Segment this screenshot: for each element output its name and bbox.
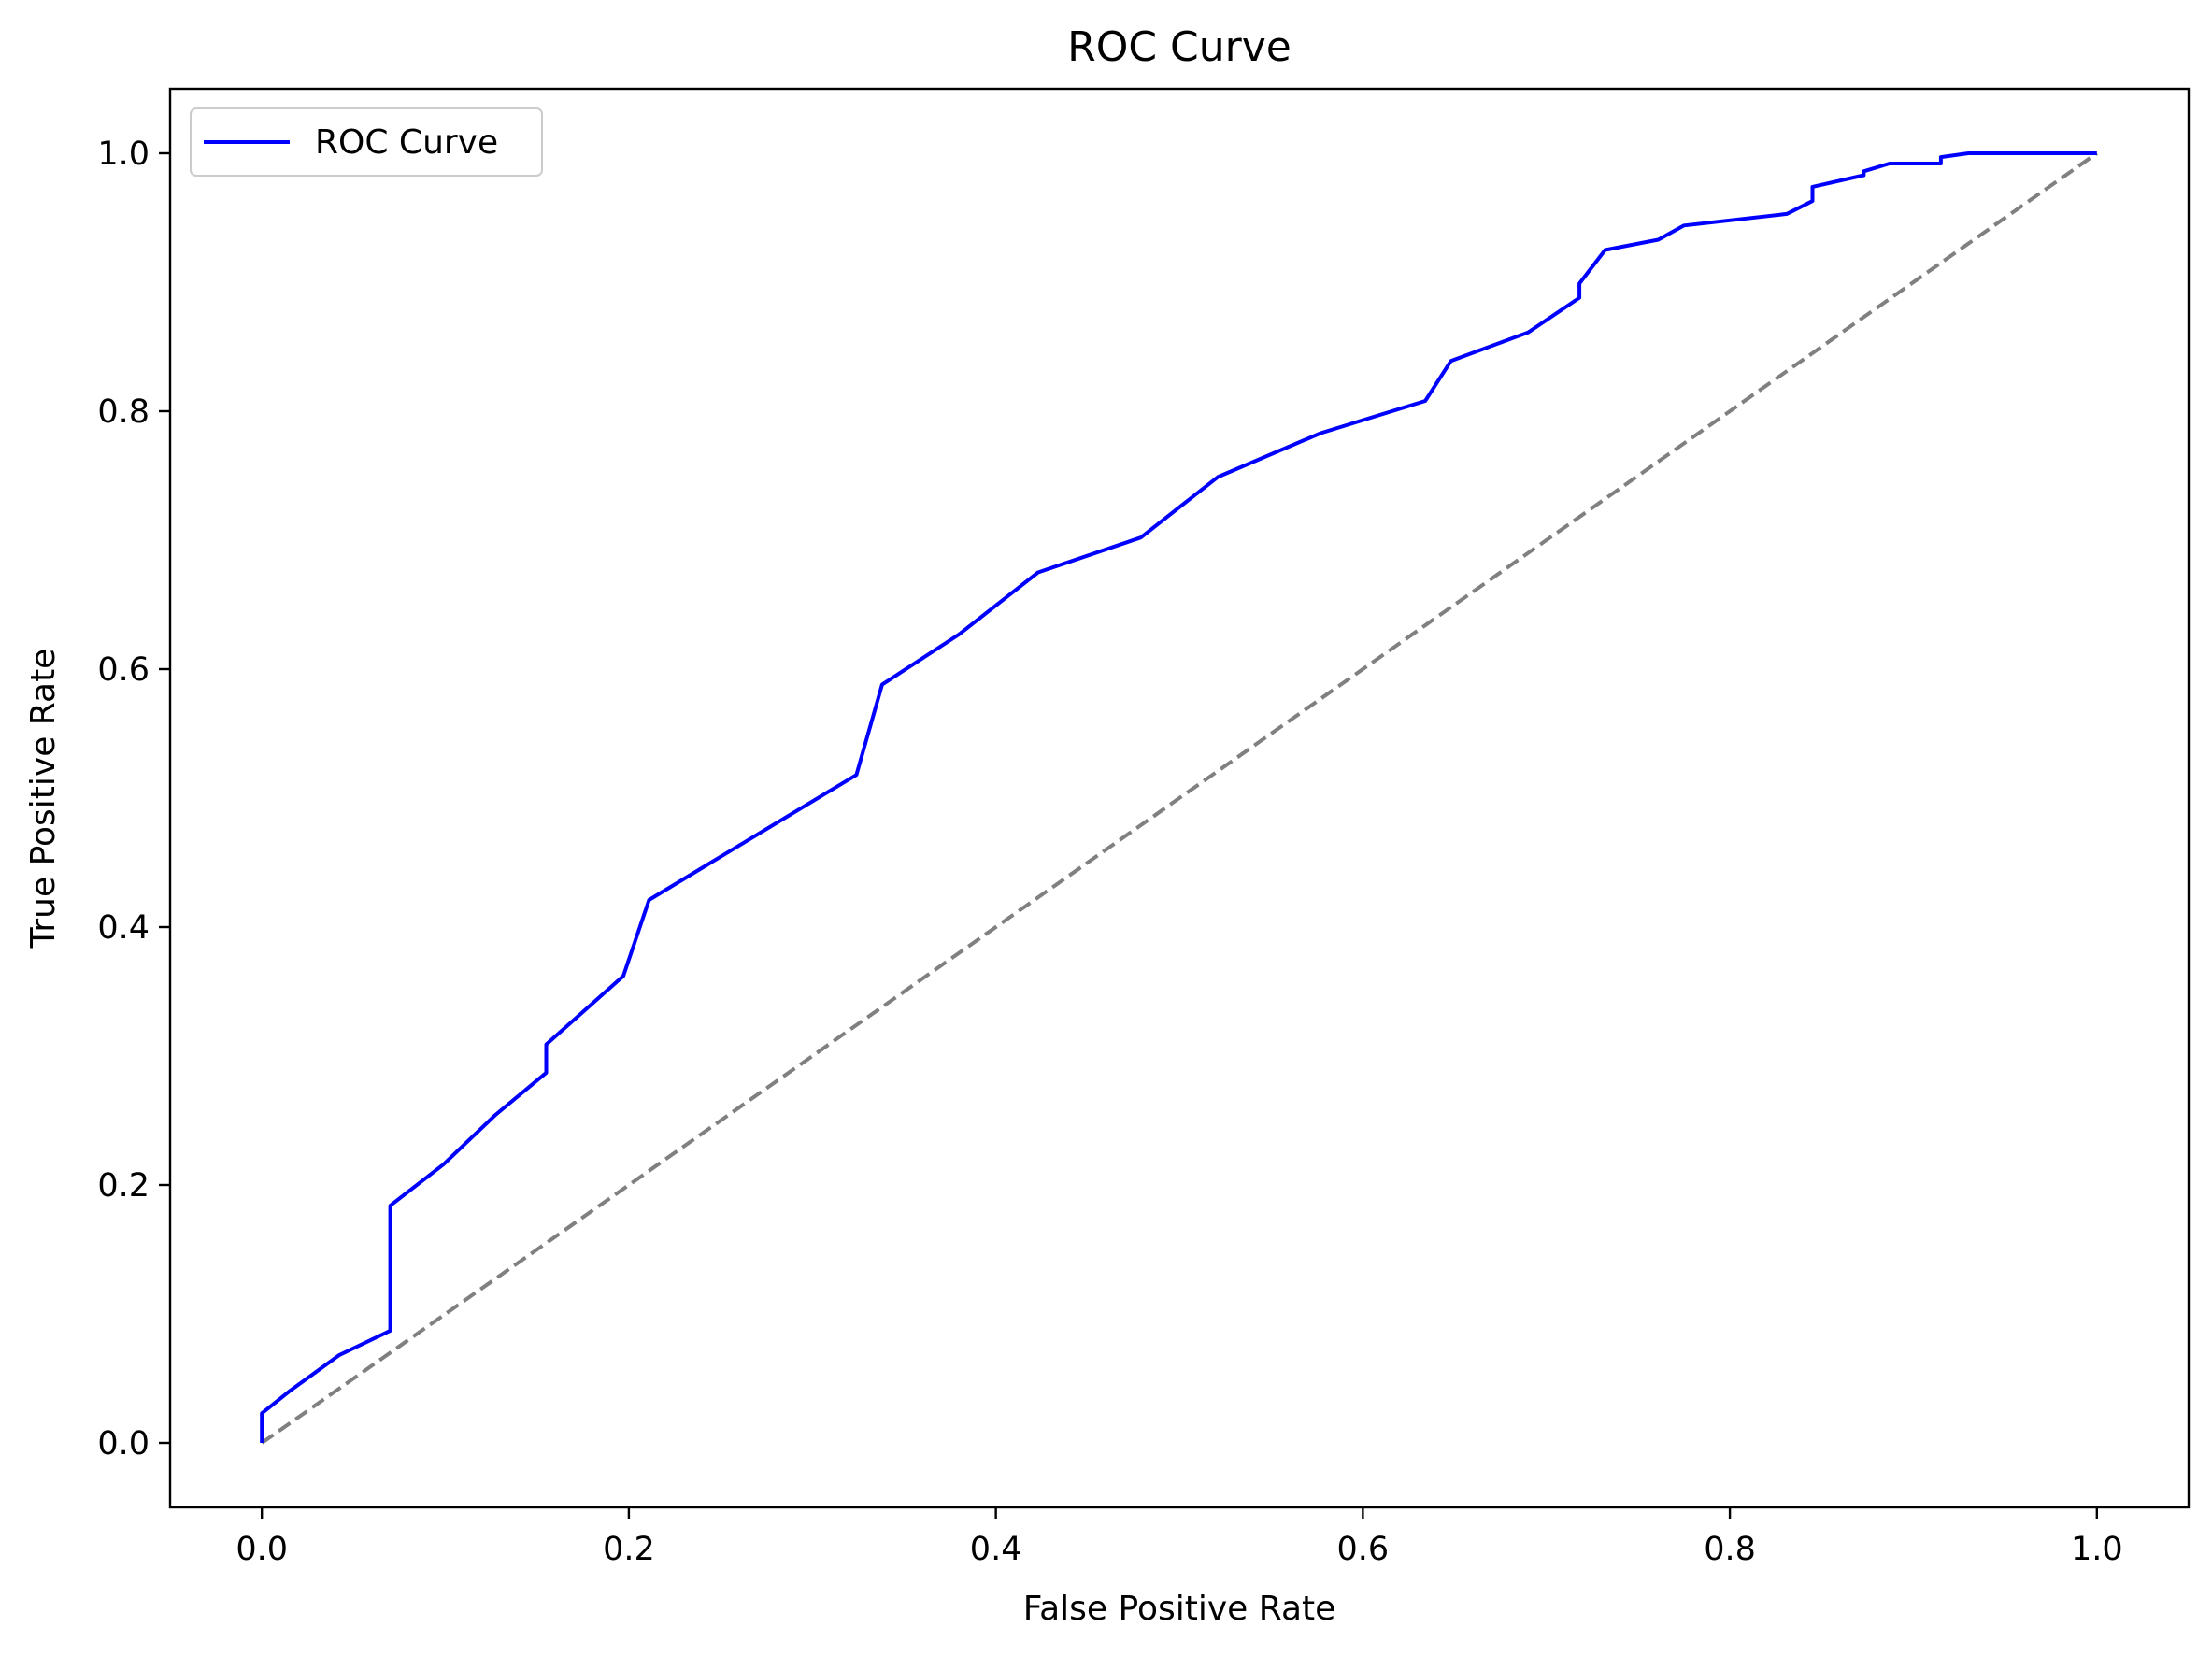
y-axis-label: True Positive Rate xyxy=(24,649,63,949)
x-tick-label: 0.4 xyxy=(970,1531,1022,1568)
x-axis-ticks: 0.0 0.2 0.4 0.6 0.8 1.0 xyxy=(235,1507,2123,1568)
chart-title: ROC Curve xyxy=(1067,23,1292,71)
y-tick-label: 0.2 xyxy=(97,1167,150,1205)
x-tick-label: 0.8 xyxy=(1704,1531,1756,1568)
y-axis-ticks: 0.0 0.2 0.4 0.6 0.8 1.0 xyxy=(97,136,170,1463)
legend-box xyxy=(190,107,543,177)
chance-line xyxy=(261,151,2098,1445)
y-tick-label: 0.0 xyxy=(97,1425,150,1463)
legend-label: ROC Curve xyxy=(315,123,498,162)
x-tick-label: 1.0 xyxy=(2071,1531,2123,1568)
y-tick-label: 0.4 xyxy=(97,909,150,947)
series-layer xyxy=(260,151,2098,1445)
legend: ROC Curve xyxy=(190,107,543,177)
plot-frame xyxy=(168,87,2191,1509)
x-tick-label: 0.0 xyxy=(235,1531,288,1568)
x-tick-label: 0.2 xyxy=(603,1531,655,1568)
x-axis-label: False Positive Rate xyxy=(1023,1590,1336,1628)
y-tick-label: 0.6 xyxy=(97,651,150,689)
roc-curve-line xyxy=(260,151,2097,1443)
y-tick-label: 1.0 xyxy=(97,136,150,173)
y-tick-label: 0.8 xyxy=(97,393,150,431)
x-tick-label: 0.6 xyxy=(1337,1531,1390,1568)
